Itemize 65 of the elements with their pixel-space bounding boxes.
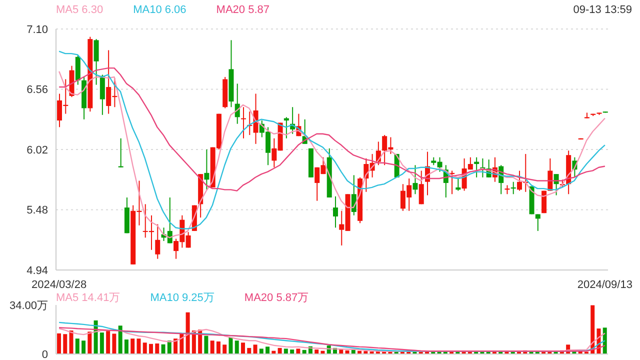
y-tick-label: 34.00万 (9, 300, 48, 312)
bar (88, 332, 92, 354)
bar (112, 334, 116, 354)
bar (130, 338, 135, 354)
bar (314, 350, 319, 354)
bar (149, 344, 153, 354)
y-tick-label: 4.94 (26, 264, 48, 277)
bar (590, 305, 595, 354)
bar (241, 342, 245, 354)
text: MA5 6.30 (56, 4, 104, 18)
bar (290, 350, 294, 354)
bar (253, 344, 258, 354)
bar (339, 350, 344, 354)
x-tick-label: 2024/03/28 (32, 279, 87, 291)
bar (234, 340, 239, 354)
candlestick (241, 106, 246, 139)
bar (602, 328, 607, 354)
candlestick (118, 138, 124, 168)
bar (259, 348, 264, 354)
bar (222, 344, 227, 354)
candlestick (155, 224, 160, 260)
bar (118, 326, 122, 354)
bar (296, 348, 300, 354)
text: MA10 6.06 (133, 4, 186, 18)
candlestick (510, 181, 516, 195)
text: MA5 14.41万 (56, 291, 120, 304)
bar (228, 337, 233, 354)
bar (82, 340, 86, 354)
candlestick (418, 170, 424, 205)
text: MA20 5.87万 (244, 291, 309, 304)
candlestick (204, 149, 210, 190)
bar (284, 348, 288, 354)
bar (69, 330, 74, 354)
candlestick (100, 74, 105, 116)
bar (210, 340, 214, 354)
bar (106, 330, 110, 354)
bar (186, 312, 190, 354)
y-tick-label: 7.10 (26, 24, 48, 36)
y-tick-label: 0 (42, 348, 48, 360)
bar (278, 348, 282, 354)
bar (204, 336, 208, 354)
bar (63, 334, 68, 354)
text: MA20 5.87 (216, 4, 270, 18)
candlestick (333, 196, 338, 228)
candlestick (535, 214, 540, 232)
bar (100, 332, 104, 354)
y-tick-label: 6.02 (26, 144, 48, 156)
candlestick (75, 54, 80, 86)
bar (266, 346, 270, 354)
y-tick-label: 6.56 (26, 84, 48, 96)
x-tick-label: 2024/09/13 (577, 279, 632, 291)
bar (216, 341, 220, 354)
y-tick-label: 5.48 (26, 204, 48, 217)
candlestick (412, 164, 418, 195)
text: 09-13 13:59 (573, 4, 632, 16)
bar (155, 343, 160, 354)
bar (57, 333, 61, 354)
bar (142, 342, 147, 354)
bar (75, 338, 80, 354)
bar (124, 339, 128, 354)
candlestick (94, 38, 99, 86)
bar (136, 338, 141, 354)
bar (247, 348, 252, 354)
bar (161, 344, 166, 354)
text: MA10 9.25万 (150, 291, 214, 304)
